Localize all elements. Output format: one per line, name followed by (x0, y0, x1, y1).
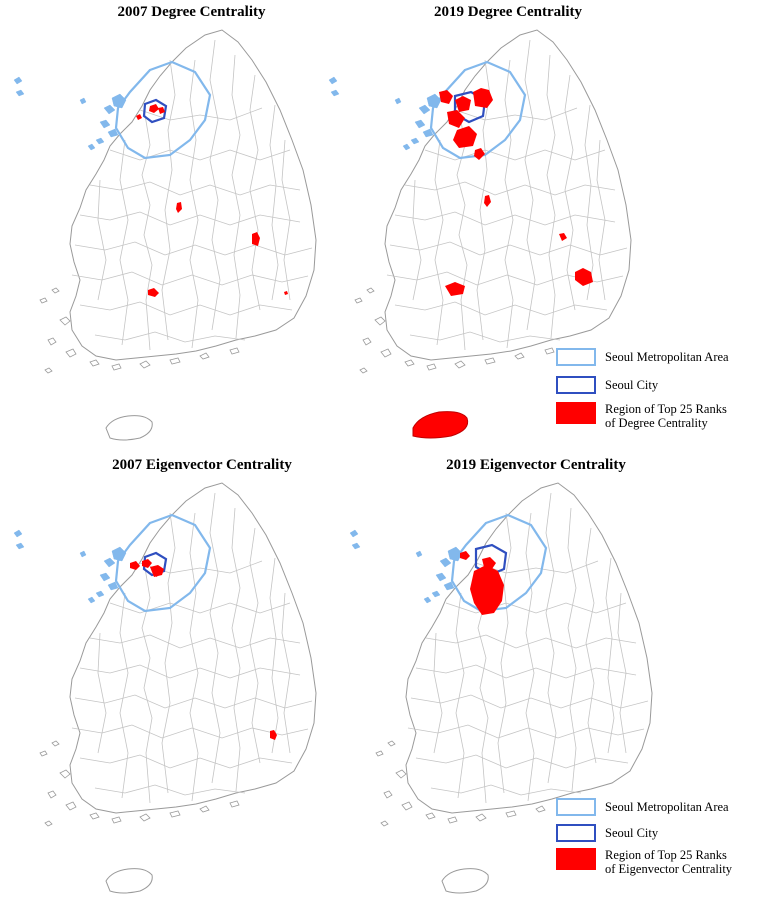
legend-item-top: Region of Top 25 Ranks of Degree Central… (556, 402, 727, 430)
panel-title: 2007 Degree Centrality (117, 4, 266, 20)
legend-item-city: Seoul City (556, 824, 658, 842)
top-regions (439, 88, 593, 296)
legend-label-city: Seoul City (605, 826, 659, 840)
panel-2007-eigen: 2007 Eigenvector Centrality (0, 453, 383, 905)
legend-degree: Seoul Metropolitan Area Seoul City Regio… (556, 348, 761, 438)
panel-title: 2019 Eigenvector Centrality (446, 457, 626, 473)
panel-2019-eigen: 2019 Eigenvector Centrality (336, 453, 719, 905)
korea-map-2019-eigen (349, 482, 653, 894)
legend-item-city: Seoul City (556, 376, 658, 394)
top-swatch (556, 402, 596, 424)
seoul-outline (142, 551, 168, 577)
legend-label-top-line1: Region of Top 25 Ranks (605, 848, 727, 862)
legend-label-top-line1: Region of Top 25 Ranks (605, 402, 727, 416)
seoul-outline (142, 98, 168, 124)
legend-item-metro: Seoul Metropolitan Area (556, 798, 729, 816)
korea-map-2019-degree (328, 29, 632, 439)
legend-label-top: Region of Top 25 Ranks of Degree Central… (605, 402, 727, 430)
legend-label-metro: Seoul Metropolitan Area (605, 350, 729, 364)
legend-label-metro: Seoul Metropolitan Area (605, 800, 729, 814)
metro-swatch (556, 348, 596, 366)
top-regions (136, 104, 288, 297)
legend-item-metro: Seoul Metropolitan Area (556, 348, 729, 366)
panel-title: 2007 Eigenvector Centrality (112, 457, 292, 473)
metro-swatch (556, 798, 596, 816)
city-swatch (556, 824, 596, 842)
panel-title: 2019 Degree Centrality (433, 4, 582, 20)
top-swatch (556, 848, 596, 870)
korea-map-2007-eigen (13, 482, 317, 894)
top-regions (130, 559, 277, 740)
jeju-top-region (412, 411, 469, 439)
top-regions (460, 551, 504, 615)
seoul-outline (474, 543, 508, 577)
legend-item-top: Region of Top 25 Ranks of Eigenvector Ce… (556, 848, 732, 876)
legend-eigen: Seoul Metropolitan Area Seoul City Regio… (556, 798, 761, 888)
panel-2007-degree: 2007 Degree Centrality (0, 0, 383, 452)
legend-label-top-line2: of Degree Centrality (605, 416, 708, 430)
korea-map-2007-degree (13, 29, 317, 441)
legend-label-city: Seoul City (605, 378, 659, 392)
city-swatch (556, 376, 596, 394)
panel-2019-degree: 2019 Degree Centrality (315, 0, 698, 452)
legend-label-top: Region of Top 25 Ranks of Eigenvector Ce… (605, 848, 732, 876)
legend-label-top-line2: of Eigenvector Centrality (605, 862, 733, 876)
